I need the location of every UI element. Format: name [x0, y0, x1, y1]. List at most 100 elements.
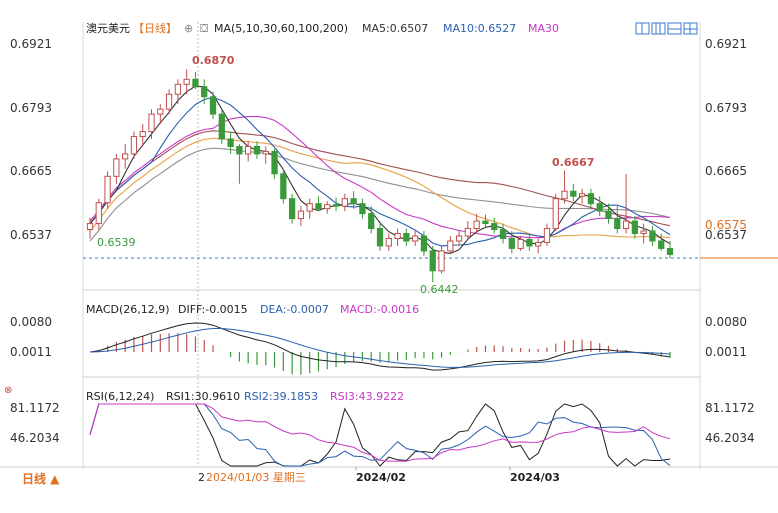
macd-left-tick-1: 0.0011 — [10, 345, 52, 359]
candle-body — [385, 237, 392, 247]
rsi3-value: RSI3:43.9222 — [330, 390, 404, 403]
candle-body — [341, 198, 348, 207]
candle-body — [455, 235, 463, 242]
candle-body — [561, 190, 568, 200]
ma200-line — [89, 147, 671, 242]
candle-body — [113, 158, 120, 177]
high-annotation-1: 0.6870 — [192, 54, 235, 67]
candle-body — [491, 223, 498, 231]
macd-dea: DEA:-0.0007 — [260, 303, 329, 316]
candle-body — [165, 93, 173, 110]
candle-body — [297, 210, 305, 220]
candle-body — [192, 78, 199, 88]
candle-body — [552, 198, 559, 230]
candle-body — [201, 86, 208, 98]
ma30-value: MA30 — [528, 22, 559, 35]
candle-body — [148, 113, 155, 133]
high-annotation-2: 0.6667 — [552, 156, 594, 169]
candle-body — [130, 136, 138, 155]
candle-body — [271, 150, 278, 175]
rsi-right-tick-1: 46.2034 — [705, 431, 755, 445]
candlesticks — [86, 69, 674, 283]
right-tick-2: 0.6665 — [705, 164, 747, 178]
candle-body — [245, 145, 252, 155]
left-tick-0: 0.6921 — [10, 37, 52, 51]
candle-body — [596, 203, 603, 212]
candle-body — [183, 78, 190, 85]
low-annotation-1: 0.6539 — [97, 236, 136, 249]
macd-value: MACD:-0.0016 — [340, 303, 419, 316]
candle-body — [526, 238, 533, 247]
rsi-left-tick-1: 46.2034 — [10, 431, 60, 445]
ma-chart-icon[interactable]: ⛋ — [200, 22, 208, 35]
candle-body — [86, 223, 94, 231]
ma60-line — [89, 137, 671, 239]
macd-left-tick-0: 0.0080 — [10, 315, 52, 329]
candle-body — [280, 173, 287, 200]
dea-line — [89, 328, 671, 368]
candle-body — [543, 228, 551, 243]
candle-body — [253, 145, 261, 155]
candle-body — [587, 193, 595, 205]
candle-body — [209, 96, 217, 115]
candle-body — [104, 175, 111, 204]
candle-body — [122, 153, 129, 160]
candle-body — [368, 213, 375, 230]
ma5-value: MA5:0.6507 — [362, 22, 428, 35]
macd-right-tick-1: 0.0011 — [705, 345, 747, 359]
candle-body — [332, 204, 340, 207]
rsi1-value: RSI1:30.9610 — [166, 390, 240, 403]
candle-body — [157, 108, 164, 115]
rsi-collapse-icon[interactable]: ⊗ — [4, 385, 12, 396]
candle-body — [95, 202, 102, 225]
candle-body — [658, 240, 665, 249]
candle-body — [482, 220, 489, 225]
crosshair-prefix: 2 — [198, 471, 205, 484]
rsi-right-tick-0: 81.1172 — [705, 401, 755, 415]
period-switch-button[interactable]: 日线 ▲ — [22, 471, 60, 486]
ma30-line — [89, 116, 671, 239]
period-tag[interactable]: 【日线】 — [133, 21, 177, 35]
rsi-series — [89, 403, 671, 467]
ma100-line — [89, 130, 671, 227]
rsi-left-tick-0: 81.1172 — [10, 401, 60, 415]
candle-body — [447, 240, 454, 252]
candle-body — [535, 241, 542, 247]
candle-body — [666, 247, 674, 255]
diff-line — [89, 322, 671, 371]
x-label-mar: 2024/03 — [510, 471, 560, 484]
left-tick-1: 0.6793 — [10, 101, 52, 115]
candle-body — [499, 229, 507, 239]
candle-body — [570, 190, 577, 197]
macd-title: MACD(26,12,9) — [86, 303, 170, 316]
candle-body — [324, 204, 331, 210]
candle-body — [350, 198, 357, 205]
candle-body — [227, 138, 234, 147]
ma-label: MA(5,10,30,60,100,200) — [214, 22, 348, 35]
candle-body — [640, 230, 647, 235]
candle-body — [420, 235, 428, 252]
settings-gear-icon[interactable]: ⊕ — [184, 22, 193, 35]
candle-body — [306, 203, 313, 212]
ma10-value: MA10:0.6527 — [443, 22, 516, 35]
macd-diff: DIFF:-0.0015 — [178, 303, 248, 316]
candle-body — [394, 233, 401, 239]
candle-body — [614, 218, 621, 230]
candle-body — [517, 238, 524, 249]
candle-body — [578, 193, 586, 197]
right-tick-0: 0.6921 — [705, 37, 747, 51]
candle-body — [174, 83, 182, 95]
layout-toolbar — [635, 22, 698, 35]
grid-layout-icon-2[interactable] — [651, 22, 666, 35]
candle-body — [605, 210, 612, 220]
candle-body — [473, 220, 480, 230]
rsi2-value: RSI2:39.1853 — [244, 390, 318, 403]
ma10-line — [89, 96, 671, 247]
candle-body — [139, 131, 146, 138]
macd-series — [89, 322, 671, 375]
candle-body — [649, 230, 656, 242]
macd-right-tick-0: 0.0080 — [705, 315, 747, 329]
candle-body — [288, 198, 296, 220]
